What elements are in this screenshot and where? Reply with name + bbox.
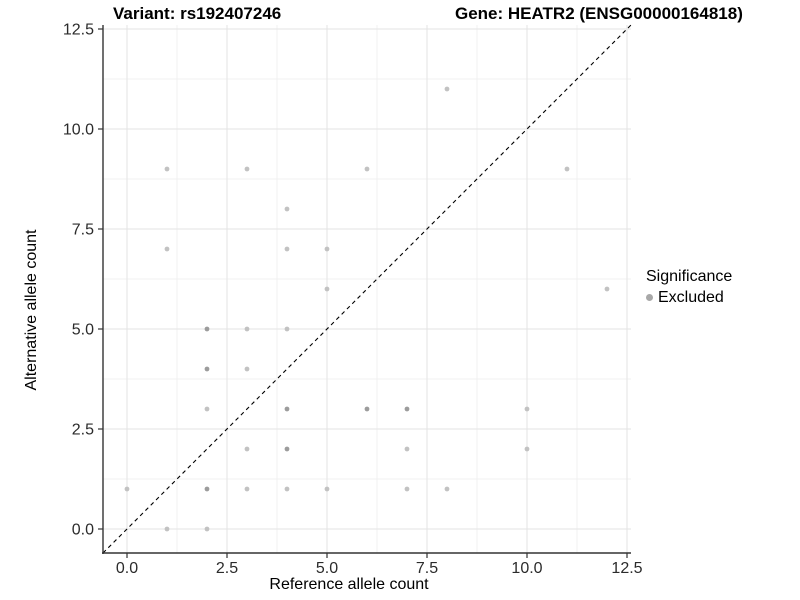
x-axis-title: Reference allele count — [269, 576, 429, 593]
data-point — [124, 486, 130, 492]
data-point — [444, 486, 450, 492]
data-point — [324, 286, 330, 292]
legend-point-icon — [646, 294, 653, 301]
legend-item: Excluded — [646, 287, 732, 308]
data-point — [604, 286, 610, 292]
data-point — [164, 166, 170, 172]
data-point — [284, 246, 290, 252]
data-point — [244, 326, 250, 332]
data-point — [204, 526, 210, 532]
data-point — [244, 166, 250, 172]
x-tick-label: 0.0 — [116, 560, 138, 577]
data-point — [164, 526, 170, 532]
data-point — [524, 446, 530, 452]
data-point — [244, 366, 250, 372]
identity-line — [102, 24, 632, 554]
data-point — [244, 446, 250, 452]
plot-title-gene: Gene: HEATR2 (ENSG00000164818) — [455, 4, 743, 23]
data-point — [244, 486, 250, 492]
data-point — [284, 206, 290, 212]
x-tick-label: 12.5 — [611, 560, 642, 577]
x-tick-label: 7.5 — [416, 560, 438, 577]
legend-title: Significance — [646, 268, 733, 285]
data-point — [284, 406, 290, 412]
y-axis-title: Alternative allele count — [23, 229, 40, 391]
data-point — [164, 246, 170, 252]
data-point — [524, 406, 530, 412]
y-tick-label: 5.0 — [72, 322, 94, 339]
data-point — [444, 86, 450, 92]
data-point — [204, 366, 210, 372]
y-tick-label: 10.0 — [63, 122, 94, 139]
data-point — [404, 446, 410, 452]
data-point — [284, 486, 290, 492]
data-point — [284, 446, 290, 452]
data-point — [284, 326, 290, 332]
data-point — [324, 486, 330, 492]
x-tick-label: 5.0 — [316, 560, 338, 577]
x-tick-label: 2.5 — [216, 560, 238, 577]
y-tick-label: 12.5 — [63, 22, 94, 39]
data-point — [324, 246, 330, 252]
y-tick-label: 7.5 — [72, 222, 94, 239]
data-point — [364, 166, 370, 172]
legend: Significance Excluded — [646, 266, 732, 308]
data-point — [204, 326, 210, 332]
data-point — [404, 486, 410, 492]
legend-item-label: Excluded — [658, 289, 724, 306]
data-point — [364, 406, 370, 412]
x-tick-label: 10.0 — [511, 560, 542, 577]
data-point — [404, 406, 410, 412]
y-tick-label: 0.0 — [72, 522, 94, 539]
data-point — [204, 406, 210, 412]
plot-title-variant: Variant: rs192407246 — [113, 4, 282, 23]
data-point — [204, 486, 210, 492]
y-tick-label: 2.5 — [72, 422, 94, 439]
data-point — [564, 166, 570, 172]
